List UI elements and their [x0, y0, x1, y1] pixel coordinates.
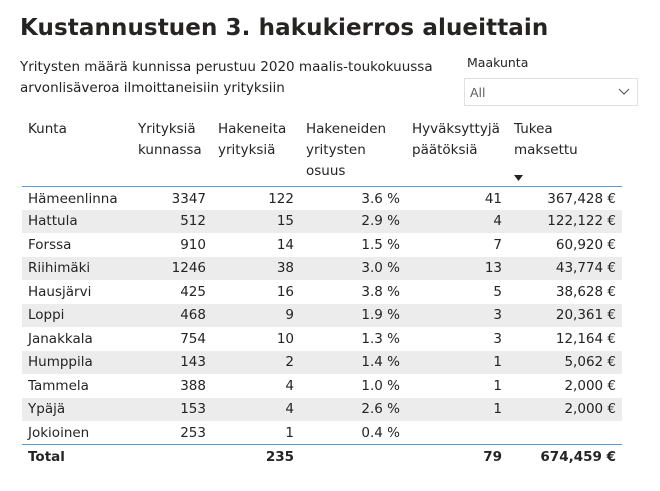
table-cell: 122,122 € [508, 209, 622, 233]
table-cell: 1.3 % [361, 330, 400, 347]
table-cell: 367,428 € [547, 191, 616, 207]
table-row[interactable]: Riihimäki 1246 38 3.0 % 13 43,774 € [22, 256, 622, 280]
table-cell: 2.6 % [300, 397, 406, 421]
column-header-tukea-maksettu[interactable]: Tukea maksettu [508, 115, 622, 187]
table-cell: 1.0 % [361, 377, 400, 394]
table-cell: 16 [276, 283, 294, 300]
table-cell: 10 [276, 330, 294, 347]
kunta-name-cell: Humppila [22, 350, 132, 374]
total-cell: 235 [212, 444, 300, 470]
column-header-yrityksia-kunnassa[interactable]: Yrityksiä kunnassa [132, 115, 212, 187]
table-cell: 4 [285, 377, 294, 394]
table-cell: 7 [493, 236, 502, 253]
table-cell: 13 [406, 256, 508, 280]
column-header-kunta[interactable]: Kunta [22, 115, 132, 187]
table-cell: 1.4 % [300, 350, 406, 374]
column-header-hyvaksyttyja-paatoksia[interactable]: Hyväksyttyjä päätöksiä [406, 115, 508, 187]
page-subtitle: Yritysten määrä kunnissa perustuu 2020 m… [20, 59, 433, 96]
maakunta-slicer-dropdown[interactable]: All [464, 78, 638, 106]
kunta-name-cell: Janakkala [28, 330, 93, 347]
table-cell: 1 [493, 377, 502, 394]
table-cell: 3.6 % [361, 191, 400, 207]
maakunta-slicer-label: Maakunta [467, 55, 529, 70]
column-header-hakeneita-yrityksia[interactable]: Hakeneita yrityksiä [212, 115, 300, 187]
table-cell: 122 [268, 191, 294, 207]
total-cell: 674,459 € [508, 444, 622, 470]
table-cell: 3 [406, 303, 508, 327]
table-cell: 41 [484, 191, 502, 207]
table-cell: 2.9 % [300, 209, 406, 233]
kunta-name-cell: Jokioinen [28, 424, 90, 441]
table-cell: 910 [180, 236, 206, 253]
table-row[interactable]: Hattula 512 15 2.9 % 4 122,122 € [22, 209, 622, 233]
table-row[interactable]: Loppi 468 9 1.9 % 3 20,361 € [22, 303, 622, 327]
table-row[interactable]: Humppila 143 2 1.4 % 1 5,062 € [22, 350, 622, 374]
kunta-name-cell: Forssa [28, 236, 72, 253]
table-cell: 5,062 € [508, 350, 622, 374]
table-row[interactable]: Forssa 910 14 1.5 % 7 60,920 € [22, 233, 622, 257]
total-row: Total 235 79 674,459 € [22, 444, 622, 470]
kunta-name-cell: Ypäjä [22, 397, 132, 421]
kunta-name-cell: Loppi [22, 303, 132, 327]
table-cell: 1246 [132, 256, 212, 280]
table-cell: 1 [406, 397, 508, 421]
table-cell: 1.9 % [300, 303, 406, 327]
table-row[interactable]: Tammela 388 4 1.0 % 1 2,000 € [22, 374, 622, 398]
table-cell [508, 421, 622, 445]
table-cell: 4 [212, 397, 300, 421]
table-cell: 15 [212, 209, 300, 233]
maakunta-slicer-value: All [470, 85, 486, 100]
table-cell: 3.0 % [300, 256, 406, 280]
table-cell: 3.8 % [361, 283, 400, 300]
table-cell: 0.4 % [361, 424, 400, 441]
column-header-hakeneiden-osuus[interactable]: Hakeneiden yritysten osuus [300, 115, 406, 187]
table-cell: 4 [406, 209, 508, 233]
chevron-down-icon [618, 88, 630, 95]
table-row[interactable]: Ypäjä 153 4 2.6 % 1 2,000 € [22, 397, 622, 421]
table-cell: 5 [493, 283, 502, 300]
kunta-name-cell: Hausjärvi [28, 283, 92, 300]
table-cell: 14 [276, 236, 294, 253]
page-title: Kustannustuen 3. hakukierros alueittain [20, 15, 549, 41]
table-cell: 38 [212, 256, 300, 280]
table-cell: 38,628 € [555, 283, 616, 300]
table-cell: 253 [180, 424, 206, 441]
table-cell: 20,361 € [508, 303, 622, 327]
table-cell: 9 [212, 303, 300, 327]
total-cell: 79 [406, 444, 508, 470]
column-header-tukea-maksettu-label: Tukea maksettu [514, 121, 578, 158]
table-cell: 43,774 € [508, 256, 622, 280]
table-cell: 388 [180, 377, 206, 394]
kunta-table: Kunta Yrityksiä kunnassa Hakeneita yrity… [22, 115, 622, 470]
sort-descending-icon [514, 174, 523, 181]
table-cell: 512 [132, 209, 212, 233]
table-cell: 3 [493, 330, 502, 347]
table-cell: 468 [132, 303, 212, 327]
kunta-name-cell: Hämeenlinna [28, 191, 118, 207]
table-cell: 1 [406, 350, 508, 374]
table-cell: 60,920 € [555, 236, 616, 253]
table-cell: 3347 [171, 191, 206, 207]
table-cell: 153 [132, 397, 212, 421]
table-cell: 143 [132, 350, 212, 374]
table-cell: 1.5 % [361, 236, 400, 253]
table-cell: 425 [180, 283, 206, 300]
table-cell: 12,164 € [555, 330, 616, 347]
table-row[interactable]: Hämeenlinna 3347 122 3.6 % 41 367,428 € [22, 186, 622, 210]
table-cell: 754 [180, 330, 206, 347]
total-cell [132, 444, 212, 470]
table-cell: 2,000 € [564, 377, 616, 394]
table-row[interactable]: Jokioinen 253 1 0.4 % [22, 421, 622, 445]
table-cell: 2,000 € [508, 397, 622, 421]
table-cell: 1 [285, 424, 294, 441]
kunta-name-cell: Riihimäki [22, 256, 132, 280]
total-cell [300, 444, 406, 470]
kunta-name-cell: Hattula [22, 209, 132, 233]
table-cell [406, 421, 508, 445]
table-row[interactable]: Janakkala 754 10 1.3 % 3 12,164 € [22, 327, 622, 351]
table-row[interactable]: Hausjärvi 425 16 3.8 % 5 38,628 € [22, 280, 622, 304]
kunta-name-cell: Tammela [28, 377, 89, 394]
total-cell: Total [22, 444, 132, 470]
table-cell: 2 [212, 350, 300, 374]
